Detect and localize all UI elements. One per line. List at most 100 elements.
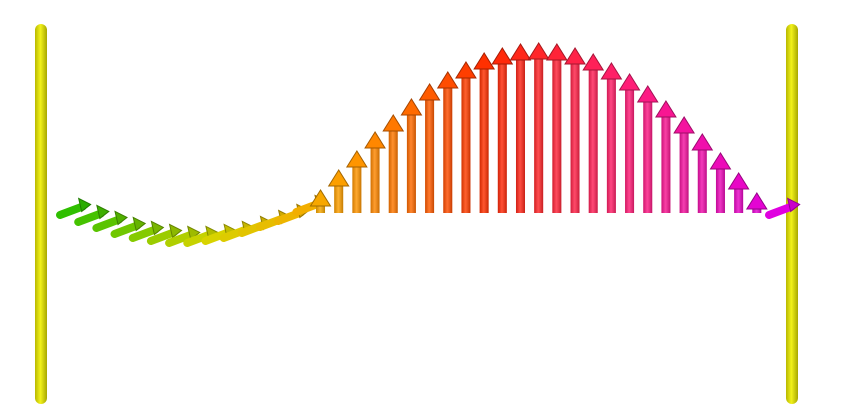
arrow-shaft <box>56 202 87 219</box>
arrow-head <box>509 43 532 61</box>
arrow-head <box>400 98 423 116</box>
arrow-shaft-shading <box>352 165 362 213</box>
wave-arrow <box>146 223 183 245</box>
arrow-shaft-shading <box>661 115 671 213</box>
arrow-shaft-shading <box>461 76 471 213</box>
arrow-head <box>96 204 110 220</box>
arrow-head <box>636 85 659 103</box>
arrow-shaft-shading <box>588 68 598 213</box>
arrow-shaft-shading <box>425 98 435 213</box>
wave-arrow <box>527 42 550 213</box>
arrow-head <box>600 62 623 80</box>
arrow-head <box>455 61 477 79</box>
arrow-head <box>582 53 605 71</box>
arrow-head <box>691 133 714 151</box>
wave-arrow <box>345 150 368 213</box>
arrow-shaft <box>110 221 142 238</box>
wave-arrow <box>545 43 568 213</box>
wave-arrow <box>765 197 801 219</box>
arrow-head <box>786 197 801 213</box>
wave-arrow <box>509 43 532 213</box>
wave-arrow <box>74 204 110 226</box>
arrow-head <box>564 47 586 65</box>
arrow-head <box>327 169 350 187</box>
arrow-head <box>418 83 441 101</box>
wave-arrow <box>564 47 586 213</box>
arrow-head <box>150 220 165 236</box>
arrow-shaft <box>128 225 160 242</box>
wave-arrow <box>56 197 92 219</box>
wave-arrow <box>582 53 605 213</box>
arrow-shaft-shading <box>316 204 326 213</box>
wave-arrow <box>636 85 659 213</box>
wave-arrow <box>618 73 641 213</box>
wave-arrow <box>473 52 496 213</box>
wave-arrow <box>436 71 459 213</box>
arrow-shaft-shading <box>534 57 544 213</box>
wave-arrow <box>727 172 750 213</box>
arrow-shaft-shading <box>679 131 689 213</box>
arrow-field <box>56 42 801 247</box>
wave-arrow <box>92 210 128 232</box>
wave-arrow <box>455 61 477 213</box>
wave-arrow <box>418 83 441 213</box>
arrow-head <box>545 43 568 61</box>
wave-arrow <box>745 192 768 213</box>
arrow-shaft-shading <box>606 77 616 213</box>
arrow-head <box>745 192 768 210</box>
arrow-head <box>491 47 514 65</box>
arrow-head <box>673 116 696 134</box>
arrow-head <box>618 73 641 91</box>
arrow-shaft-shading <box>643 100 653 213</box>
left-post <box>35 24 47 404</box>
arrow-head <box>77 197 92 213</box>
arrow-shaft-shading <box>552 58 562 213</box>
arrow-head <box>473 52 496 70</box>
wave-arrow <box>691 133 714 213</box>
wave-arrow <box>709 152 732 213</box>
arrow-shaft-shading <box>752 207 762 213</box>
right-post <box>786 24 798 404</box>
wave-arrow <box>491 47 514 213</box>
arrow-shaft-shading <box>479 67 489 213</box>
arrow-head <box>436 71 459 89</box>
arrow-shaft-shading <box>497 62 507 213</box>
arrow-head <box>527 42 550 60</box>
wave-arrow <box>309 189 332 213</box>
arrow-head <box>364 131 386 149</box>
arrow-head <box>168 223 183 239</box>
wave-arrow <box>673 116 696 213</box>
arrow-shaft-shading <box>443 86 453 213</box>
arrow-shaft-shading <box>515 58 525 213</box>
wave-arrow <box>400 98 423 213</box>
arrow-head <box>345 150 368 168</box>
arrow-head <box>382 114 405 132</box>
arrow-shaft-shading <box>734 187 744 213</box>
arrow-shaft-shading <box>388 129 398 213</box>
arrow-shaft-shading <box>406 113 416 213</box>
wave-arrow <box>382 114 405 213</box>
arrow-head <box>132 216 147 232</box>
arrow-shaft-shading <box>697 148 707 213</box>
arrow-shaft-shading <box>715 167 725 213</box>
arrow-shaft <box>183 230 214 247</box>
arrow-shaft-shading <box>334 184 344 213</box>
arrow-shaft-shading <box>625 88 635 213</box>
arrow-shaft <box>165 230 196 247</box>
arrow-head <box>709 152 732 170</box>
posts <box>35 24 798 404</box>
wave-arrow <box>600 62 623 213</box>
arrow-head <box>114 210 128 226</box>
arrow-shaft <box>146 228 178 245</box>
arrow-shaft-shading <box>570 62 580 213</box>
arrow-shaft <box>74 209 105 226</box>
wave-arrow <box>327 169 350 213</box>
wave-arrow <box>364 131 386 213</box>
arrow-head <box>655 100 677 118</box>
arrow-head <box>309 189 332 207</box>
arrow-head <box>727 172 750 190</box>
wave-arrow <box>110 216 147 238</box>
arrow-shaft <box>92 215 124 232</box>
wave-arrow <box>128 220 165 242</box>
